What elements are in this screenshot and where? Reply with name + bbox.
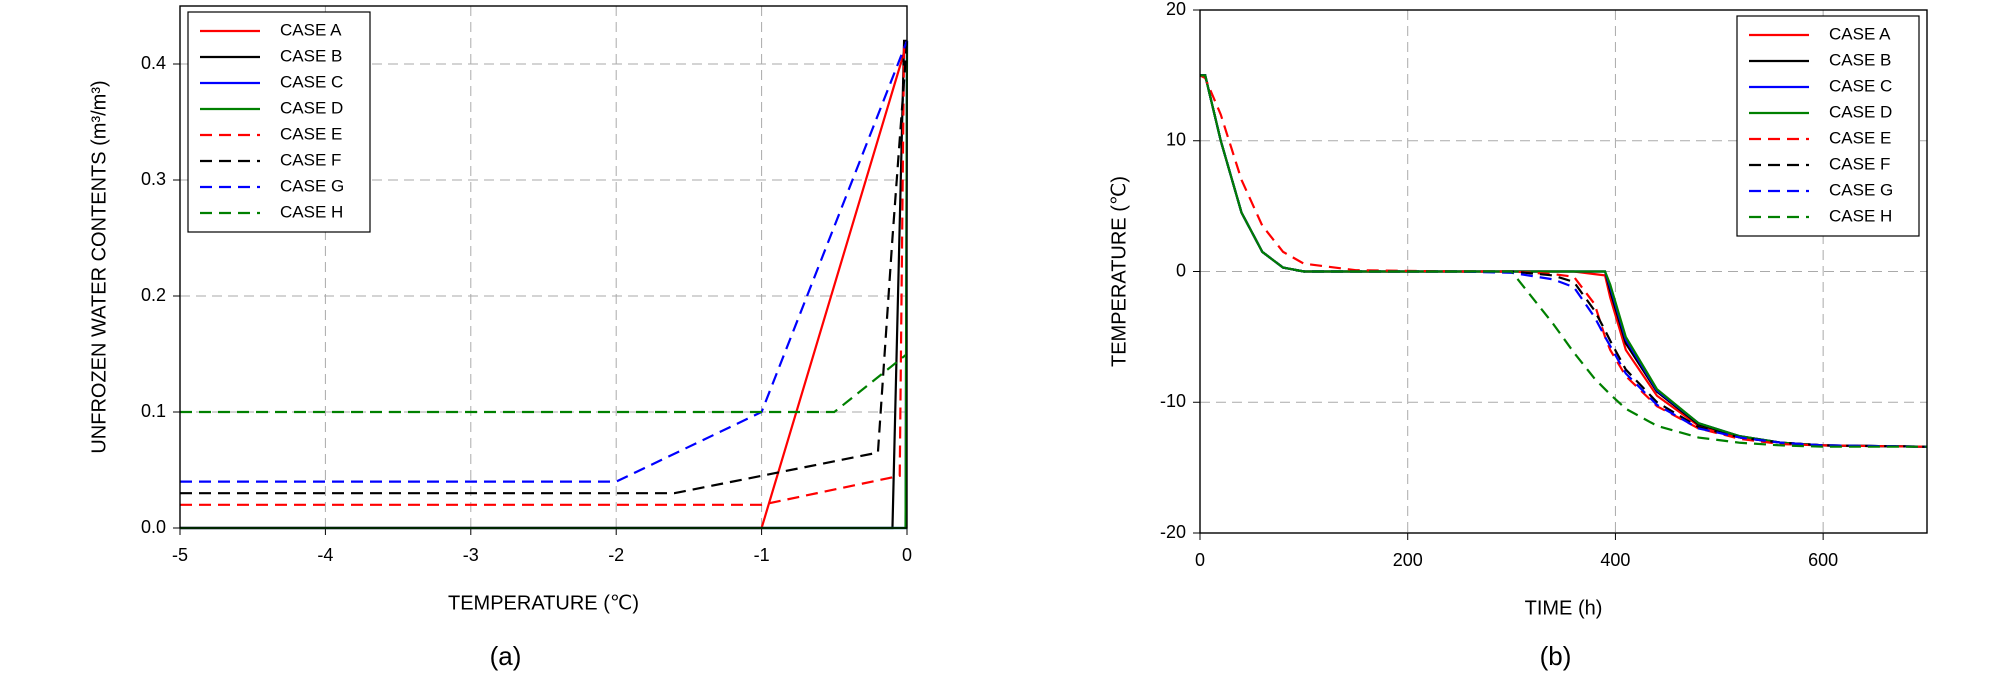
legend-label: CASE G (1829, 180, 1893, 199)
legend-label: CASE H (1829, 206, 1892, 225)
x-tick-label: -4 (317, 545, 333, 565)
legend-label: CASE G (280, 176, 344, 195)
legend-box (1736, 15, 1920, 237)
x-tick-label: 400 (1600, 550, 1630, 570)
x-tick-label: 0 (902, 545, 912, 565)
legend-box (187, 11, 371, 233)
legend-label: CASE B (280, 46, 342, 65)
legend-label: CASE A (280, 20, 342, 39)
legend-label: CASE C (280, 72, 343, 91)
x-tick-label: -3 (463, 545, 479, 565)
caption: (b) (1540, 641, 1572, 671)
plot-frame (179, 5, 908, 529)
series-line (1200, 74, 1928, 448)
x-tick-label: 0 (1195, 550, 1205, 570)
legend-label: CASE F (280, 150, 341, 169)
y-tick-label: 0.0 (141, 517, 166, 537)
legend: CASE A CASE B CASE C CASE D CASE E CASE F CASE… (187, 11, 371, 233)
legend-label: CASE C (1829, 76, 1892, 95)
legend-label: CASE D (1829, 102, 1892, 121)
y-tick-label: -10 (1160, 391, 1186, 411)
x-axis-label: TEMPERATURE (℃) (448, 592, 639, 614)
y-tick-label: 0.4 (141, 53, 166, 73)
x-tick-label: 200 (1393, 550, 1423, 570)
x-tick-label: 600 (1808, 550, 1838, 570)
legend-label: CASE F (1829, 154, 1890, 173)
legend-label: CASE H (280, 202, 343, 221)
y-tick-label: 0.3 (141, 169, 166, 189)
series-line (1199, 74, 1928, 448)
y-axis-label: TEMPERATURE (℃) (1108, 176, 1130, 367)
y-tick-label: 20 (1166, 0, 1186, 19)
x-axis-label: TIME (h) (1525, 597, 1603, 619)
plot-frame (1199, 9, 1928, 534)
legend: CASE A CASE B CASE C CASE D CASE E CASE F CASE… (1736, 15, 1920, 237)
y-axis-label: UNFROZEN WATER CONTENTS (m³/m³) (88, 80, 110, 453)
legend-label: CASE D (280, 98, 343, 117)
y-tick-label: 10 (1166, 130, 1186, 150)
y-tick-label: 0.2 (141, 285, 166, 305)
x-tick-label: -5 (172, 545, 188, 565)
legend-label: CASE B (1829, 50, 1891, 69)
y-tick-label: 0.1 (141, 401, 166, 421)
legend-label: CASE A (1829, 24, 1891, 43)
series-line (180, 40, 909, 483)
legend-label: CASE E (280, 124, 342, 143)
y-tick-label: 0 (1176, 260, 1186, 280)
series-line (180, 40, 906, 506)
series-line (1200, 74, 1927, 448)
x-tick-label: -2 (608, 545, 624, 565)
caption: (a) (490, 641, 522, 671)
y-tick-label: -20 (1160, 522, 1186, 542)
x-tick-label: -1 (754, 545, 770, 565)
series-line (180, 353, 908, 414)
legend-label: CASE E (1829, 128, 1891, 147)
series-line (1200, 74, 1928, 448)
